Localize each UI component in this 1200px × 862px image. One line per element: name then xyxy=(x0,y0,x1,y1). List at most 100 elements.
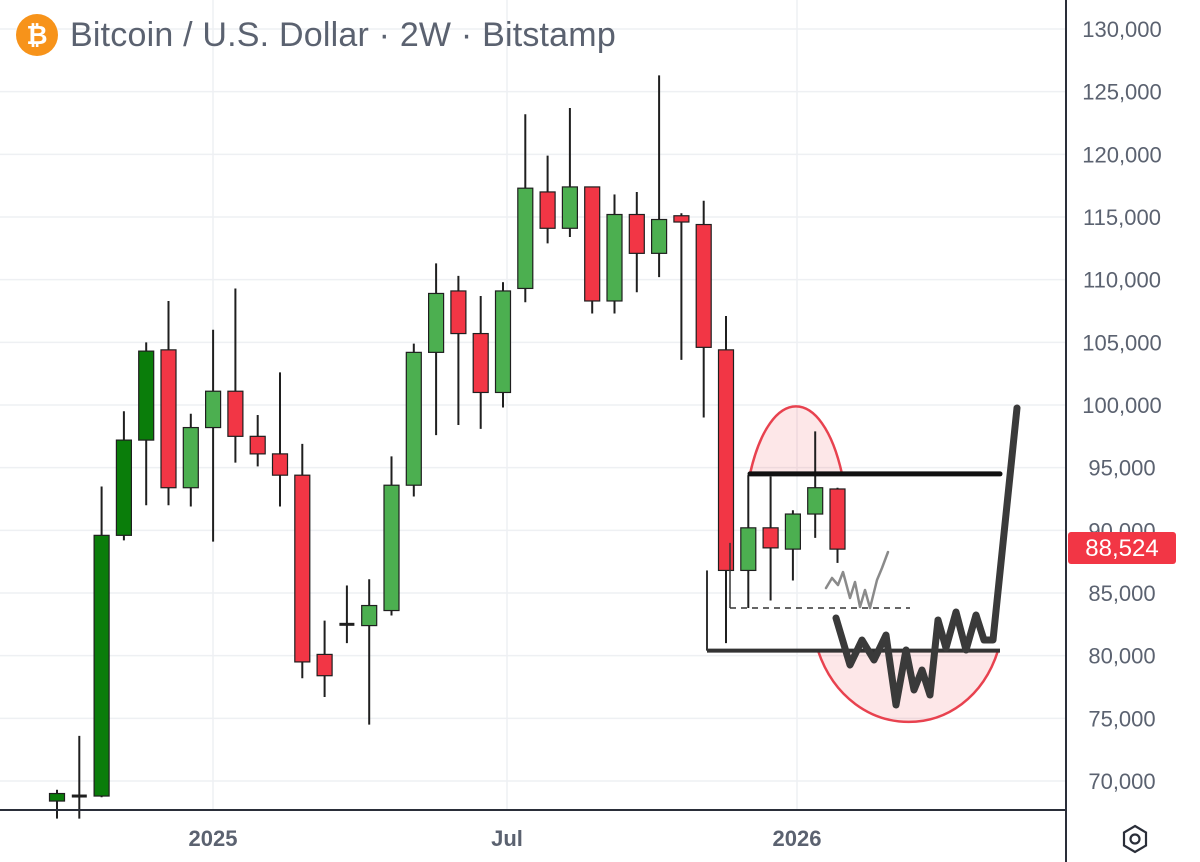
candle xyxy=(740,475,757,609)
candle xyxy=(628,191,645,293)
candle-body xyxy=(561,186,579,229)
price-tick-label: 70,000 xyxy=(1088,769,1155,794)
candle-body xyxy=(829,488,846,550)
candle-body xyxy=(227,390,244,437)
candle xyxy=(450,275,467,426)
candle xyxy=(271,372,289,507)
candle-body xyxy=(361,604,378,627)
black-projection-path xyxy=(832,404,1021,709)
price-tick-label: 110,000 xyxy=(1083,268,1161,293)
candle-body xyxy=(182,426,199,489)
bottom-arc-annotation xyxy=(816,649,1000,724)
candle xyxy=(48,789,66,819)
candle xyxy=(673,213,690,360)
candle-body xyxy=(428,292,445,353)
candle xyxy=(182,413,199,507)
candle xyxy=(405,343,422,497)
candle xyxy=(561,107,579,238)
candle xyxy=(339,585,355,644)
title-separator: · xyxy=(460,15,473,54)
time-tick-label: 2025 xyxy=(189,826,238,851)
candle-body xyxy=(650,218,668,254)
candle-body xyxy=(517,187,534,290)
candle xyxy=(316,620,333,698)
last-price-label: 88,524 xyxy=(1068,532,1176,564)
price-tick-label: 130,000 xyxy=(1082,17,1162,42)
price-tick-label: 95,000 xyxy=(1088,456,1155,481)
candle xyxy=(294,443,311,679)
price-tick-label: 80,000 xyxy=(1088,644,1155,669)
candle xyxy=(472,295,489,429)
candle-body xyxy=(740,527,757,572)
candle-body xyxy=(494,290,512,394)
last-price-value: 88,524 xyxy=(1085,535,1158,562)
price-tick-label: 75,000 xyxy=(1088,706,1155,731)
settings-hexagon-icon xyxy=(1122,824,1148,854)
candle-body xyxy=(628,213,645,254)
time-axis: 2025 Jul 2026 xyxy=(189,826,822,851)
candle xyxy=(807,431,824,538)
candle-body xyxy=(717,349,735,572)
candle xyxy=(584,186,601,314)
candle-body xyxy=(115,439,133,536)
price-tick-label: 85,000 xyxy=(1088,581,1155,606)
price-tick-label: 125,000 xyxy=(1082,80,1162,105)
interval-label: 2W xyxy=(399,15,452,54)
candle xyxy=(762,476,779,601)
time-tick-label: 2026 xyxy=(773,826,822,851)
candle-body xyxy=(784,513,802,550)
price-tick-label: 115,000 xyxy=(1083,205,1161,230)
candle xyxy=(695,200,712,418)
candle-body xyxy=(762,527,779,549)
candle-body xyxy=(472,332,489,394)
candle xyxy=(517,114,534,303)
top-arc-annotation xyxy=(748,405,844,476)
candle xyxy=(494,282,512,408)
symbol-title[interactable]: Bitcoin / U.S. Dollar · 2W · Bitstamp xyxy=(70,16,616,55)
candle-body xyxy=(316,653,333,677)
candle-body xyxy=(807,487,824,515)
price-axis: 70,00075,00080,00085,00090,00095,000100,… xyxy=(1082,17,1162,794)
candle-body xyxy=(695,223,712,348)
candle xyxy=(361,579,378,725)
candle xyxy=(93,486,110,798)
candle-body xyxy=(383,484,400,612)
candle xyxy=(606,194,623,314)
candle-body xyxy=(450,290,467,335)
price-tick-label: 105,000 xyxy=(1082,330,1162,355)
candle xyxy=(383,456,400,616)
candle xyxy=(784,510,802,581)
candle xyxy=(71,735,87,819)
candle xyxy=(428,263,445,436)
candle xyxy=(205,329,222,542)
candle xyxy=(115,411,133,541)
title-separator: · xyxy=(378,15,391,54)
candle-body xyxy=(405,351,422,486)
candle xyxy=(539,155,556,244)
candle-body xyxy=(271,453,289,476)
candle-body xyxy=(205,390,222,429)
price-tick-label: 100,000 xyxy=(1082,393,1162,418)
candle xyxy=(160,300,177,506)
symbol-header: ₿ Bitcoin / U.S. Dollar · 2W · Bitstamp xyxy=(16,14,616,56)
exchange-label: Bitstamp xyxy=(482,15,616,54)
drawing-layer-front xyxy=(706,404,1021,709)
candle xyxy=(249,415,266,467)
candle-body xyxy=(249,435,266,455)
candle-body xyxy=(160,349,177,489)
candle-body xyxy=(584,186,601,302)
candlestick-series xyxy=(48,75,846,819)
candle xyxy=(717,316,735,644)
price-tick-label: 120,000 xyxy=(1082,142,1162,167)
chart-settings-button[interactable] xyxy=(1117,821,1153,857)
candle-body xyxy=(606,213,623,302)
candle-body xyxy=(138,350,155,441)
symbol-name: Bitcoin / U.S. Dollar xyxy=(70,15,369,54)
bitcoin-logo-icon: ₿ xyxy=(16,14,58,56)
grey-projection-path xyxy=(824,550,890,610)
last-price-label-bg xyxy=(1068,532,1176,564)
time-tick-label: Jul xyxy=(491,826,523,851)
candle-body xyxy=(294,474,311,663)
drawing-layer-back xyxy=(748,405,1000,724)
